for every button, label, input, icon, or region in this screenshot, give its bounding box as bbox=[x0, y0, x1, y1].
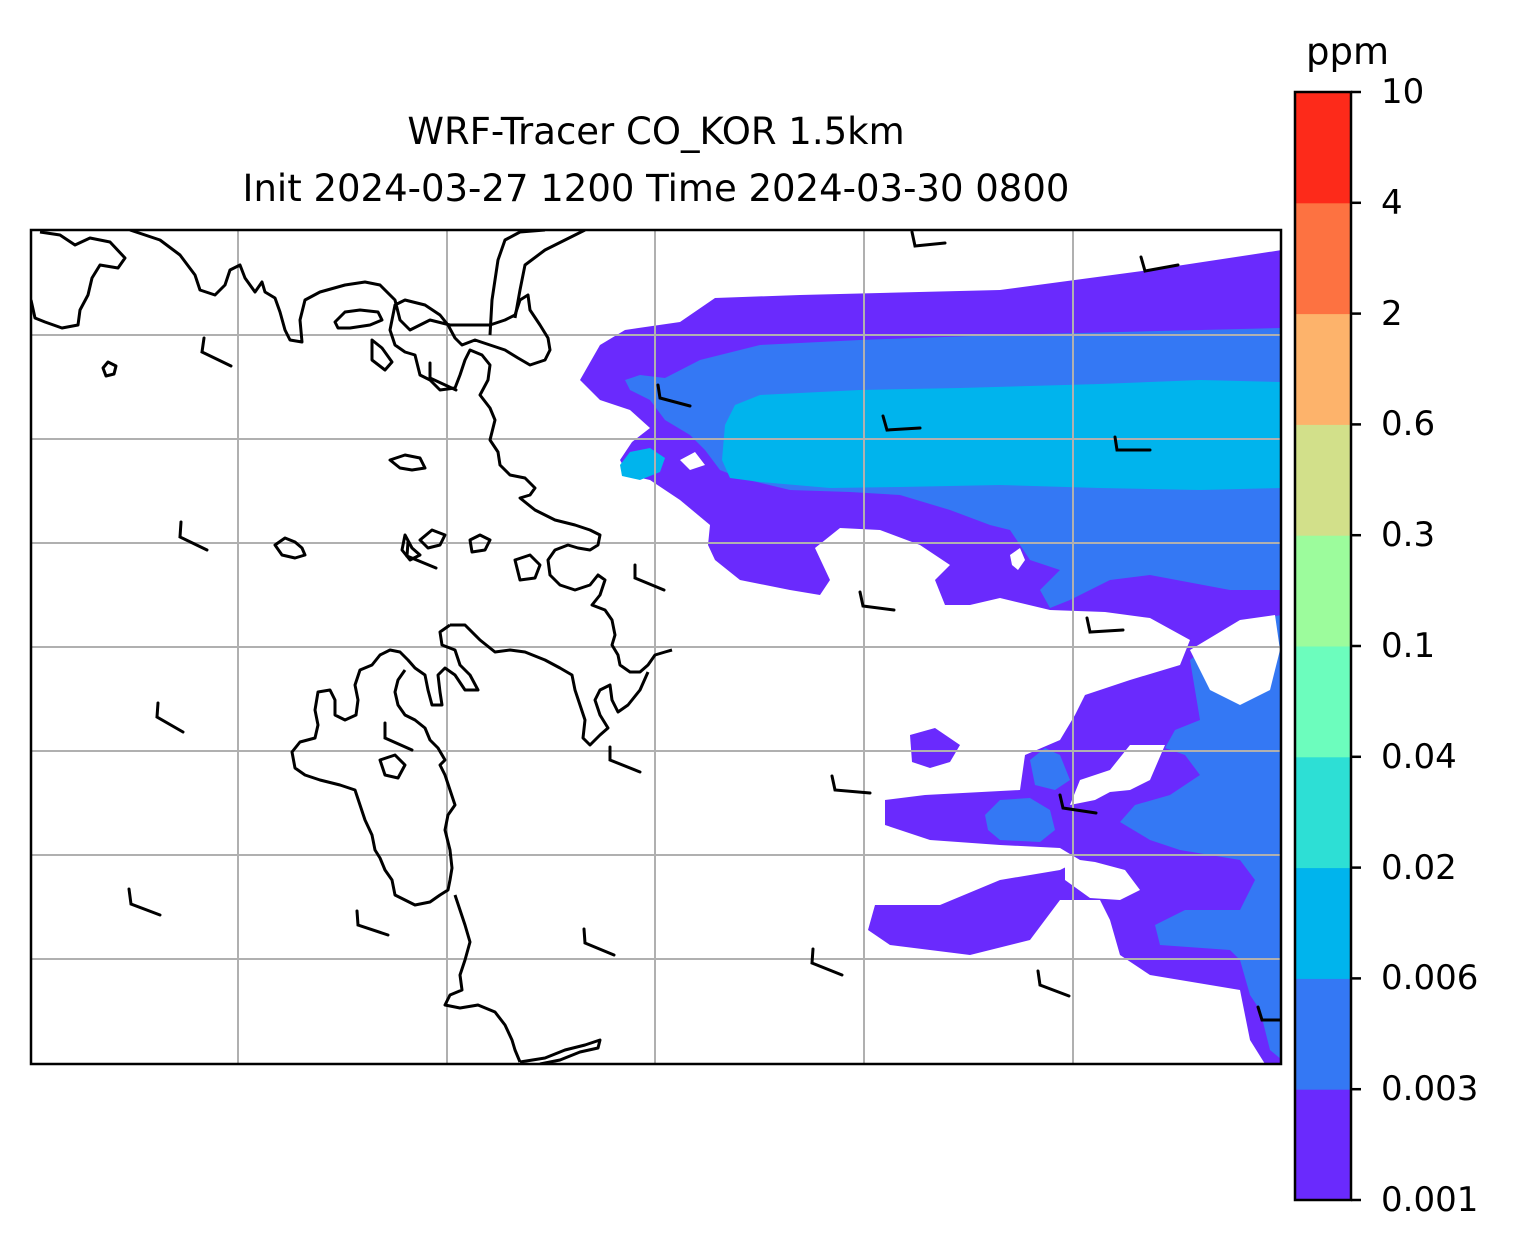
colorbar-swatch bbox=[1295, 1089, 1351, 1201]
island-6 bbox=[418, 528, 447, 550]
wind-barb bbox=[127, 887, 162, 917]
coastline-river bbox=[488, 230, 586, 336]
wind-barb bbox=[1139, 255, 1180, 273]
wind-barb bbox=[355, 909, 390, 937]
map-frame bbox=[29, 228, 1283, 1066]
colorbar-ticks bbox=[1351, 90, 1361, 1202]
island-3 bbox=[370, 338, 394, 372]
colorbar-swatch bbox=[1295, 535, 1351, 647]
wind-barb bbox=[582, 927, 616, 957]
colorbar-tick-label: 2 bbox=[1381, 293, 1403, 334]
colorbar-tick-label: 0.04 bbox=[1381, 736, 1457, 777]
colorbar-tick-label: 0.3 bbox=[1381, 515, 1436, 556]
colorbar-swatch bbox=[1295, 92, 1351, 204]
wind-barb bbox=[405, 540, 438, 570]
colorbar-tick-label: 10 bbox=[1381, 72, 1425, 112]
island-1 bbox=[101, 360, 118, 378]
colorbar-swatch bbox=[1295, 646, 1351, 758]
plume-band-0006 bbox=[620, 380, 1281, 490]
colorbar-tick-label: 4 bbox=[1381, 182, 1403, 223]
colorbar-tick-label: 0.003 bbox=[1381, 1069, 1479, 1110]
island-10 bbox=[400, 533, 422, 562]
colorbar-tick-label: 0.6 bbox=[1381, 404, 1436, 445]
wind-barb bbox=[1058, 793, 1098, 815]
wind-barb bbox=[428, 361, 458, 392]
island-2 bbox=[333, 308, 384, 330]
colorbar-tick-label: 0.001 bbox=[1381, 1180, 1479, 1220]
colorbar-swatch bbox=[1295, 424, 1351, 536]
wind-barb bbox=[633, 563, 666, 592]
wind-barb bbox=[1113, 435, 1152, 452]
wind-barb bbox=[200, 336, 233, 368]
map-gridlines bbox=[31, 230, 1281, 1064]
island-7 bbox=[468, 533, 492, 554]
island-4 bbox=[273, 536, 307, 560]
plume-band-0003 bbox=[625, 328, 1281, 1060]
colorbar-swatch bbox=[1295, 202, 1351, 315]
island-8 bbox=[513, 553, 542, 582]
wind-barb bbox=[810, 947, 844, 977]
colorbar bbox=[1295, 92, 1351, 1201]
coastline-south-shore bbox=[519, 1038, 602, 1064]
wind-barb bbox=[1036, 969, 1071, 998]
colorbar-tick-label: 0.1 bbox=[1381, 626, 1436, 666]
wind-barb bbox=[178, 520, 209, 552]
chart-title-line-2: Init 2024-03-27 1200 Time 2024-03-30 080… bbox=[242, 167, 1070, 210]
colorbar-swatch bbox=[1295, 978, 1351, 1090]
map-plot-area bbox=[31, 230, 1281, 1064]
colorbar-swatch bbox=[1295, 867, 1351, 979]
wind-barb bbox=[910, 230, 947, 248]
colorbar-swatch bbox=[1295, 313, 1351, 425]
wind-barb bbox=[155, 701, 185, 734]
coastlines bbox=[31, 230, 673, 1064]
island-9 bbox=[378, 753, 407, 780]
coastline-north-shore bbox=[31, 230, 673, 674]
wind-barb bbox=[656, 383, 692, 408]
island-5 bbox=[388, 453, 427, 472]
wind-barb bbox=[608, 745, 642, 774]
wind-barb bbox=[858, 590, 896, 612]
colorbar-tick-label: 0.02 bbox=[1381, 847, 1457, 888]
wind-barb bbox=[1085, 616, 1125, 634]
plume-gaps bbox=[680, 452, 1280, 900]
colorbar-swatch bbox=[1295, 756, 1351, 869]
coastline-peninsula bbox=[290, 623, 650, 1063]
colorbar-tick-label: 0.006 bbox=[1381, 958, 1479, 999]
wind-barb bbox=[830, 774, 872, 795]
chart-title-line-1: WRF-Tracer CO_KOR 1.5km bbox=[407, 110, 905, 153]
wind-barb bbox=[881, 414, 922, 432]
wind-barb bbox=[383, 721, 414, 752]
colorbar-unit-label: ppm bbox=[1306, 30, 1390, 73]
wind-barb bbox=[1256, 1005, 1281, 1022]
wind-barbs bbox=[127, 230, 1281, 1022]
